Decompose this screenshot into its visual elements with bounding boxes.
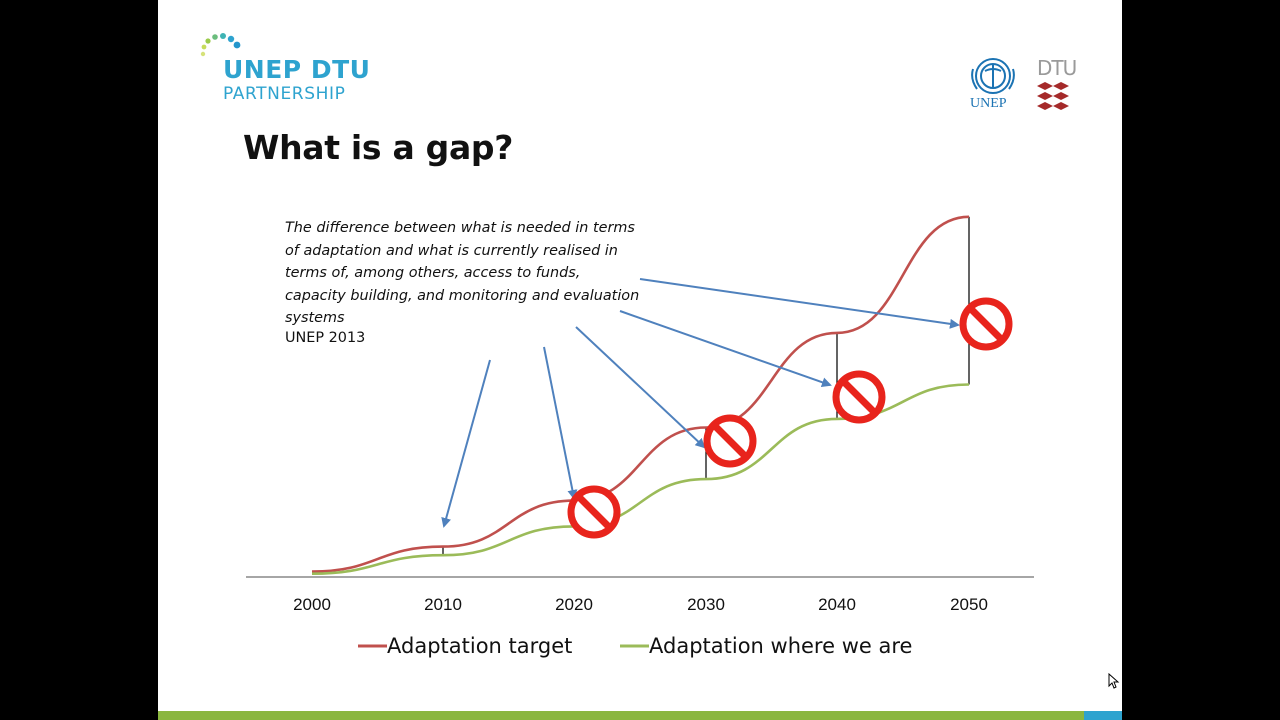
no-entry-bar	[713, 424, 747, 458]
legend-label-target: Adaptation target	[387, 634, 572, 658]
unep-emblem-icon	[971, 58, 1015, 94]
no-entry-icon	[567, 485, 621, 539]
slide-title: What is a gap?	[243, 128, 514, 167]
arrow-icon	[619, 310, 832, 388]
logo-line1: UNEP DTU	[223, 55, 371, 84]
gap-definition: The difference between what is needed in…	[285, 220, 640, 327]
arrow-icon	[441, 359, 491, 528]
x-tick-label: 2040	[818, 595, 856, 614]
no-entry-bar	[842, 380, 876, 414]
no-entry-bar	[969, 307, 1003, 341]
definition-source: UNEP 2013	[285, 330, 366, 346]
x-tick-label: 2050	[950, 595, 988, 614]
x-tick-label: 2010	[424, 595, 462, 614]
dtu-logo-label: DTU	[1037, 56, 1077, 80]
no-entry-bar	[577, 495, 611, 529]
dtu-mark-icon	[1037, 82, 1069, 110]
arrow-icon	[575, 326, 706, 449]
logo-line2: PARTNERSHIP	[223, 84, 346, 104]
unep-logo-label: UNEP	[970, 96, 1007, 111]
footer-bar-accent	[1084, 711, 1122, 720]
partnership-dots-logo-icon	[200, 33, 241, 57]
x-tick-label: 2020	[555, 595, 593, 614]
no-entry-icon	[832, 370, 886, 424]
gap-chart: 2000 2010 2020 2030 2040 2050 Adaptation targ…	[246, 215, 1034, 658]
x-tick-label: 2030	[687, 595, 725, 614]
mouse-cursor-icon	[1108, 673, 1120, 689]
slide: UNEP DTU PARTNERSHIP UNEP DTU What is a …	[158, 0, 1122, 720]
footer-bar	[158, 711, 1122, 720]
x-tick-label: 2000	[293, 595, 331, 614]
arrow-icon	[639, 278, 960, 329]
partnership-logo: UNEP DTU PARTNERSHIP	[223, 55, 371, 105]
arrow-icon	[543, 346, 578, 500]
legend-label-current: Adaptation where we are	[649, 634, 912, 658]
no-entry-icon	[959, 297, 1013, 351]
series-line	[311, 215, 970, 573]
no-entry-icon	[703, 414, 757, 468]
